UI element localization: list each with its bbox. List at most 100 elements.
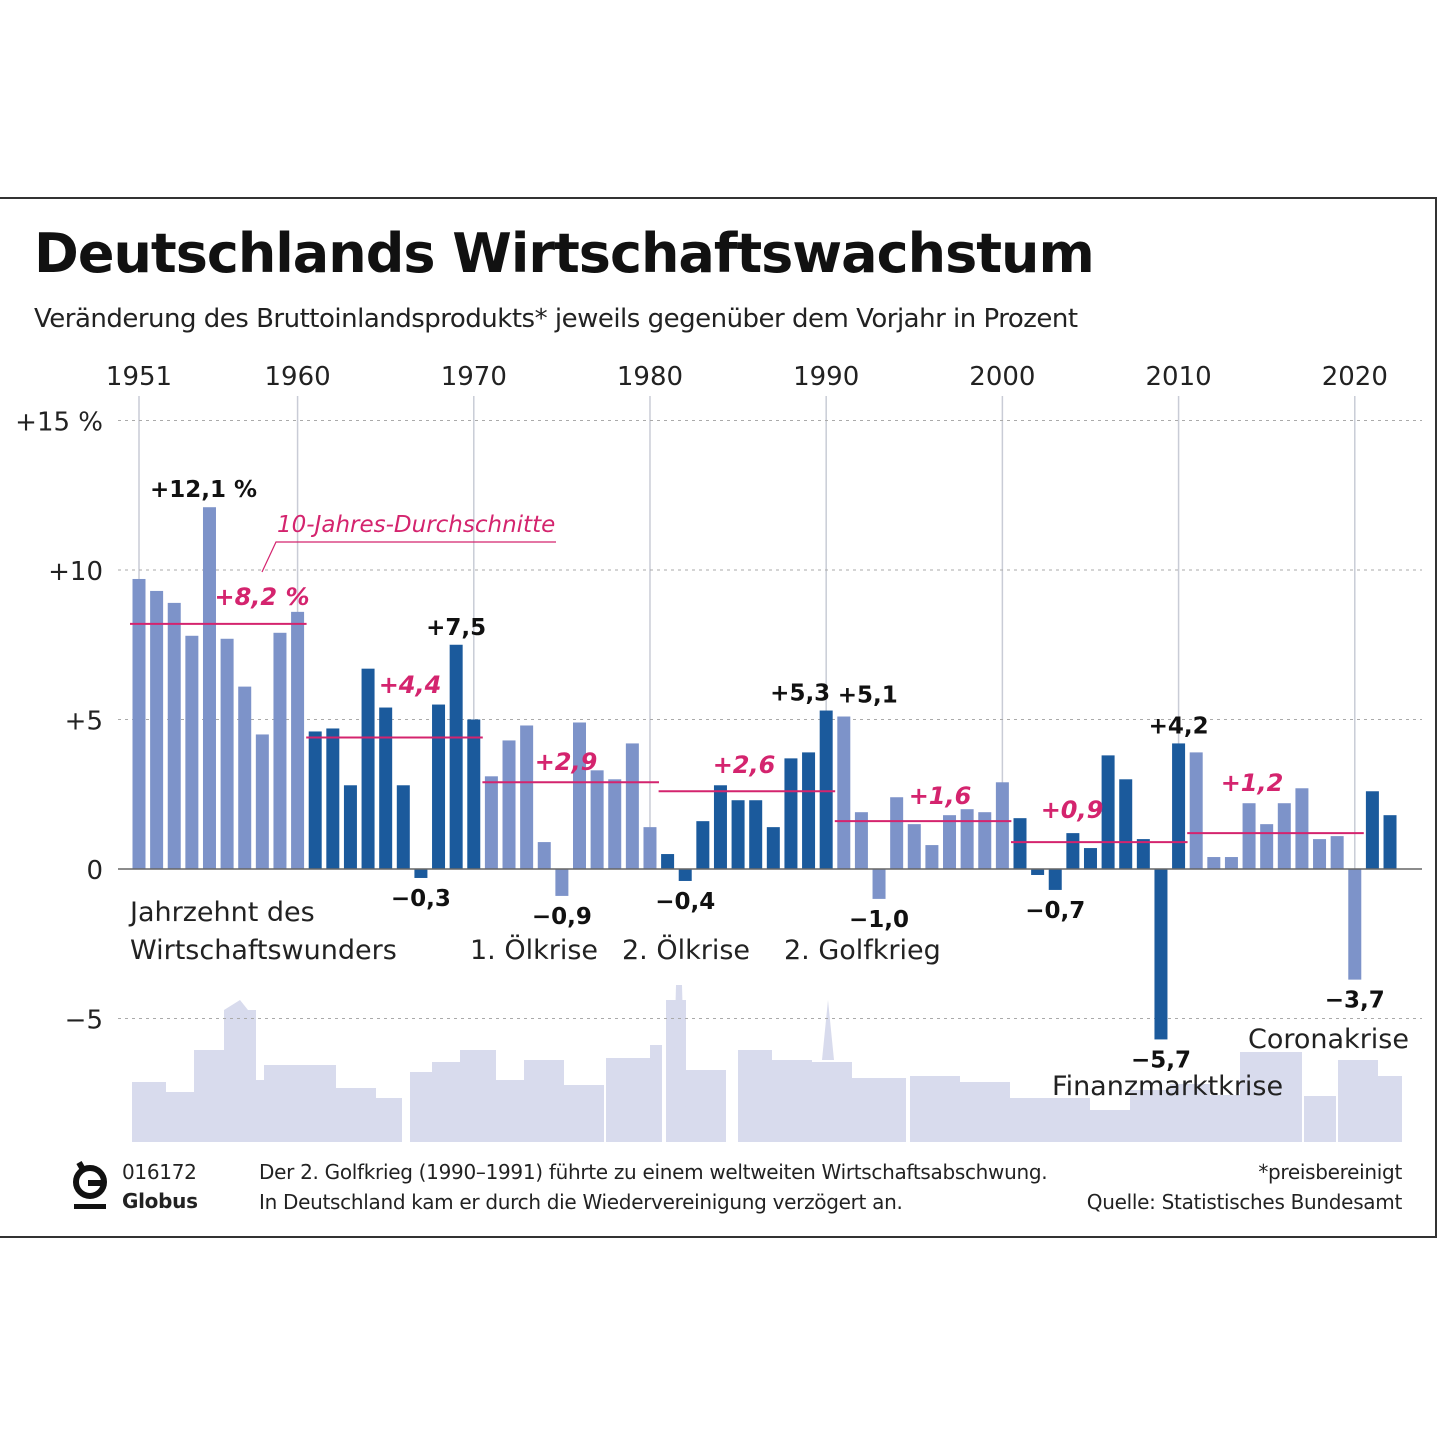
chart-subtitle: Veränderung des Bruttoinlandsprodukts* j…: [34, 304, 1078, 334]
decade-average-label: +0,9: [1041, 796, 1104, 824]
decade-average-label: +4,4: [379, 671, 442, 699]
skyline-building: [1010, 1098, 1090, 1142]
bar-1964: [361, 668, 375, 869]
decade-average-label: +8,2 %: [214, 583, 309, 611]
bar-1983: [696, 821, 710, 869]
bar-1952: [150, 590, 164, 869]
event-annotation: 2. Ölkrise: [622, 934, 750, 966]
brand-name: Globus: [122, 1189, 198, 1213]
bar-1973: [520, 725, 534, 869]
skyline-building: [1170, 1084, 1210, 1142]
bar-2021: [1365, 791, 1379, 869]
event-annotation: Coronakrise: [1248, 1024, 1409, 1055]
bar-1968: [432, 704, 446, 869]
bar-2016: [1277, 803, 1291, 869]
skyline-building: [194, 1050, 224, 1142]
data-label-1975: −0,9: [532, 904, 592, 930]
skyline-building: [650, 1045, 662, 1142]
bar-1961: [308, 731, 322, 869]
skyline-building: [1090, 1110, 1130, 1142]
bar-1959: [273, 632, 287, 869]
bar-1989: [802, 752, 816, 869]
bar-1982: [678, 869, 692, 881]
data-label-1982: −0,4: [655, 889, 715, 915]
y-tick-label: +10: [48, 557, 103, 587]
skyline-building: [432, 1062, 460, 1142]
bar-2018: [1313, 839, 1327, 869]
decade-average-label: +2,9: [535, 748, 598, 776]
skyline-building: [524, 1060, 564, 1142]
data-label-1969: +7,5: [426, 615, 486, 641]
bar-1985: [731, 800, 745, 869]
bar-2006: [1101, 755, 1115, 869]
data-label-2003: −0,7: [1025, 898, 1085, 924]
bar-1993: [872, 869, 886, 899]
bar-1974: [537, 842, 551, 869]
data-label-2010: +4,2: [1149, 713, 1209, 739]
bar-2019: [1330, 836, 1344, 869]
bar-1978: [608, 779, 622, 869]
skyline-building: [1240, 1052, 1302, 1142]
bar-1967: [414, 869, 428, 878]
bar-1977: [590, 770, 604, 869]
bar-2010: [1172, 743, 1186, 869]
data-label-1993: −1,0: [849, 907, 909, 933]
skyline-building: [852, 1078, 906, 1142]
skyline-building: [564, 1085, 604, 1142]
skyline-building: [496, 1080, 524, 1142]
x-tick-label: 1960: [264, 362, 330, 392]
skyline-building: [960, 1082, 1010, 1142]
bar-1958: [255, 734, 269, 869]
skyline-building: [264, 1065, 336, 1142]
y-tick-label: +5: [65, 707, 103, 737]
decade-average-label: +2,6: [713, 751, 776, 779]
skyline-building: [1338, 1060, 1378, 1142]
bar-1995: [907, 824, 921, 869]
skyline-building: [772, 1060, 812, 1142]
skyline-building: [738, 1050, 772, 1142]
bar-1972: [502, 740, 516, 869]
bar-2008: [1136, 839, 1150, 869]
skyline-building: [686, 1070, 726, 1142]
average-legend-leader: [261, 541, 556, 573]
x-tick-label: 1990: [793, 362, 859, 392]
bar-1956: [220, 638, 234, 869]
skyline-building: [224, 1000, 256, 1142]
bar-1955: [202, 507, 216, 869]
data-label-1967: −0,3: [391, 886, 451, 912]
bar-2017: [1295, 788, 1309, 869]
graphic-code: 016172: [122, 1160, 197, 1184]
bar-1994: [890, 797, 904, 869]
event-annotation-line2: Wirtschaftswunders: [130, 935, 397, 966]
x-tick-label: 2000: [969, 362, 1035, 392]
bar-1966: [396, 785, 410, 869]
bar-1954: [185, 635, 199, 869]
skyline-building: [132, 1082, 166, 1142]
bar-2014: [1242, 803, 1256, 869]
y-tick-label: 0: [86, 856, 103, 886]
skyline-building: [1304, 1096, 1336, 1142]
bar-1996: [925, 845, 939, 869]
bar-1969: [449, 644, 463, 869]
bar-2022: [1383, 815, 1397, 869]
chart-frame: [0, 197, 1437, 1238]
skyline-building: [606, 1058, 650, 1142]
skyline-building: [1210, 1095, 1240, 1142]
y-tick-label: −5: [65, 1006, 103, 1036]
skyline-building: [256, 1080, 264, 1142]
skyline-building: [376, 1098, 402, 1142]
x-tick-label: 1951: [106, 362, 172, 392]
bar-1984: [713, 785, 727, 869]
bar-1998: [960, 809, 974, 869]
bar-2012: [1207, 857, 1221, 869]
chart-title: Deutschlands Wirtschaftswachstum: [34, 222, 1095, 285]
event-annotation: 1. Ölkrise: [470, 934, 598, 966]
event-annotation: Finanzmarktkrise: [1052, 1071, 1283, 1102]
skyline-building: [812, 1062, 852, 1142]
footer-note-line1: Der 2. Golfkrieg (1990–1991) führte zu e…: [259, 1160, 1048, 1184]
bar-1976: [573, 722, 586, 869]
data-label-1991: +5,1: [838, 683, 898, 709]
bar-1962: [326, 728, 340, 869]
bar-1988: [784, 758, 798, 869]
